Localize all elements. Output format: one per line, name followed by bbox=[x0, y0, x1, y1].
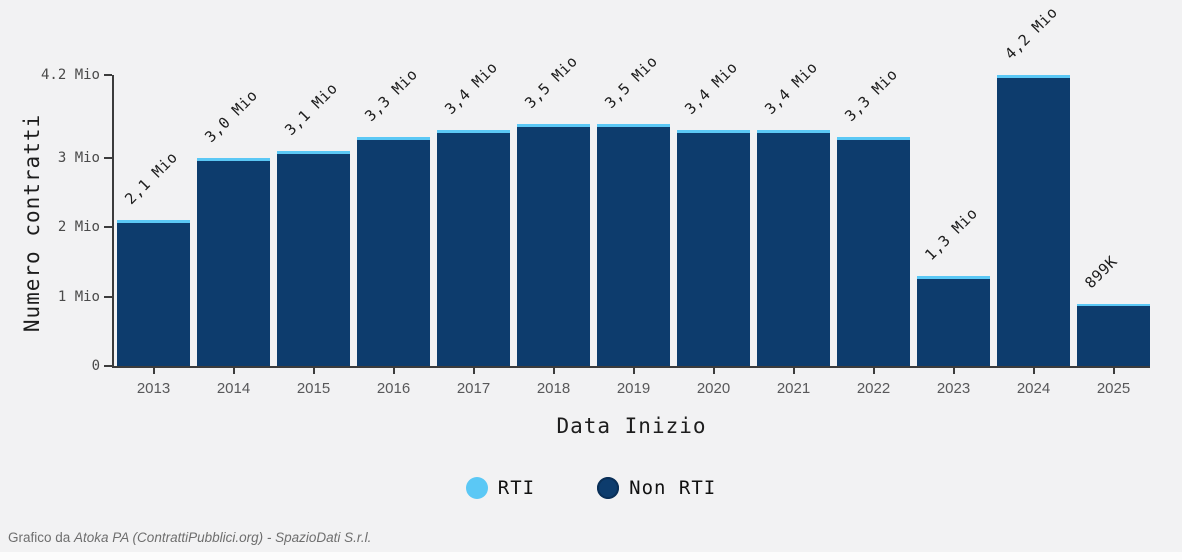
x-tick-label: 2015 bbox=[296, 380, 331, 397]
x-tick-label: 2017 bbox=[456, 380, 491, 397]
x-tick-mark bbox=[712, 368, 715, 374]
bar-2022[interactable] bbox=[837, 137, 910, 366]
footer-prefix: Grafico da bbox=[8, 530, 75, 545]
x-tick-mark bbox=[952, 368, 955, 374]
bar-segment-non-rti bbox=[277, 154, 350, 366]
footer-credit: Grafico da Atoka PA (ContrattiPubblici.o… bbox=[8, 530, 371, 545]
x-tick-mark bbox=[872, 368, 875, 374]
bar-segment-rti bbox=[517, 124, 590, 127]
bar-segment-rti bbox=[597, 124, 670, 127]
y-tick-mark bbox=[104, 226, 112, 229]
bar-segment-rti bbox=[437, 130, 510, 133]
x-tick-mark bbox=[472, 368, 475, 374]
x-tick-mark bbox=[232, 368, 235, 374]
bar-segment-rti bbox=[357, 137, 430, 140]
y-tick-label: 1 Mio bbox=[57, 288, 100, 305]
bar-segment-non-rti bbox=[677, 133, 750, 366]
bar-segment-rti bbox=[677, 130, 750, 133]
bar-segment-rti bbox=[277, 151, 350, 154]
y-axis-line bbox=[112, 75, 114, 368]
bar-2024[interactable] bbox=[997, 75, 1070, 366]
x-tick-mark bbox=[392, 368, 395, 374]
y-tick-label: 4.2 Mio bbox=[40, 67, 100, 83]
bar-segment-non-rti bbox=[117, 223, 190, 366]
bar-segment-non-rti bbox=[917, 279, 990, 366]
y-tick-label: 3 Mio bbox=[57, 150, 100, 167]
x-tick-mark bbox=[152, 368, 155, 374]
bar-segment-rti bbox=[917, 276, 990, 279]
bar-2018[interactable] bbox=[517, 124, 590, 366]
x-tick-mark bbox=[1032, 368, 1035, 374]
x-tick-label: 2025 bbox=[1096, 380, 1131, 397]
x-tick-label: 2013 bbox=[136, 380, 171, 397]
x-tick-label: 2019 bbox=[616, 380, 651, 397]
bar-2017[interactable] bbox=[437, 130, 510, 366]
x-tick-label: 2021 bbox=[776, 380, 811, 397]
bar-segment-non-rti bbox=[1077, 306, 1150, 366]
x-tick-mark bbox=[632, 368, 635, 374]
y-tick-mark bbox=[104, 365, 112, 367]
x-axis-title: Data Inizio bbox=[556, 414, 707, 438]
x-tick-label: 2016 bbox=[376, 380, 411, 397]
x-tick-label: 2020 bbox=[696, 380, 731, 397]
bar-2015[interactable] bbox=[277, 151, 350, 366]
bar-segment-non-rti bbox=[437, 133, 510, 366]
legend-item-non-rti[interactable]: Non RTI bbox=[597, 477, 716, 499]
bar-segment-non-rti bbox=[597, 127, 670, 366]
bar-2016[interactable] bbox=[357, 137, 430, 366]
x-tick-mark bbox=[312, 368, 315, 374]
bar-segment-rti bbox=[837, 137, 910, 140]
x-tick-label: 2023 bbox=[936, 380, 971, 397]
bar-segment-non-rti bbox=[517, 127, 590, 366]
bar-2013[interactable] bbox=[117, 220, 190, 366]
bar-segment-rti bbox=[117, 220, 190, 223]
bar-2014[interactable] bbox=[197, 158, 270, 366]
bar-segment-non-rti bbox=[357, 140, 430, 366]
bar-2023[interactable] bbox=[917, 276, 990, 366]
bar-2020[interactable] bbox=[677, 130, 750, 366]
legend-item-rti[interactable]: RTI bbox=[465, 477, 536, 499]
x-tick-label: 2024 bbox=[1016, 380, 1051, 397]
x-tick-label: 2018 bbox=[536, 380, 571, 397]
bar-segment-rti bbox=[997, 75, 1070, 78]
x-axis-line bbox=[112, 366, 1150, 368]
bar-segment-rti bbox=[757, 130, 830, 133]
x-tick-mark bbox=[552, 368, 555, 374]
x-tick-label: 2014 bbox=[216, 380, 251, 397]
bar-segment-non-rti bbox=[837, 140, 910, 366]
bar-segment-rti bbox=[197, 158, 270, 161]
legend-label-non-rti: Non RTI bbox=[629, 477, 717, 499]
bar-segment-non-rti bbox=[197, 161, 270, 366]
y-tick-label: 0 bbox=[91, 358, 100, 374]
bottom-strip bbox=[0, 552, 1182, 560]
x-tick-mark bbox=[792, 368, 795, 374]
footer-source: Atoka PA (ContrattiPubblici.org) - Spazi… bbox=[74, 530, 372, 545]
rti-swatch-icon bbox=[465, 477, 488, 499]
bar-segment-rti bbox=[1077, 304, 1150, 306]
bar-segment-non-rti bbox=[997, 78, 1070, 366]
bar-2021[interactable] bbox=[757, 130, 830, 366]
non-rti-swatch-icon bbox=[597, 477, 620, 499]
bar-2019[interactable] bbox=[597, 124, 670, 366]
x-tick-mark bbox=[1112, 368, 1115, 374]
y-tick-mark bbox=[104, 295, 112, 298]
x-tick-label: 2022 bbox=[856, 380, 891, 397]
y-tick-mark bbox=[104, 74, 112, 76]
y-tick-mark bbox=[104, 157, 112, 160]
legend: RTI Non RTI bbox=[0, 477, 1182, 499]
bar-2025[interactable] bbox=[1077, 304, 1150, 366]
legend-label-rti: RTI bbox=[497, 477, 536, 499]
y-tick-label: 2 Mio bbox=[57, 219, 100, 236]
bar-segment-non-rti bbox=[757, 133, 830, 366]
